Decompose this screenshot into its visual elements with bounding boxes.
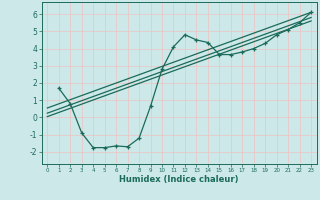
X-axis label: Humidex (Indice chaleur): Humidex (Indice chaleur) xyxy=(119,175,239,184)
